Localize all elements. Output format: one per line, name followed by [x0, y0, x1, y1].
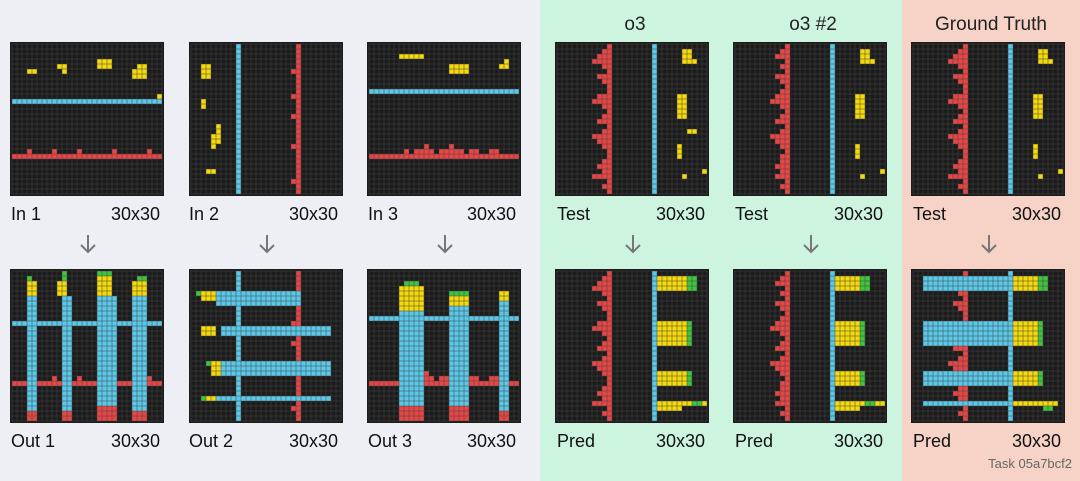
grid-pred-o3	[555, 269, 709, 423]
size-test-o3: 30x30	[656, 204, 706, 224]
arrow-down-icon	[437, 235, 453, 254]
size-out2: 30x30	[289, 431, 339, 451]
label-pred-gt: Pred	[913, 431, 952, 451]
label-in2: In 2	[189, 204, 220, 224]
grid-test-o3	[555, 42, 709, 196]
label-test-gt: Test	[913, 204, 947, 224]
grid-test-gt	[911, 42, 1065, 196]
size-out3: 30x30	[467, 431, 517, 451]
grid-pred-o3-2	[733, 269, 887, 423]
grid-test-o3-2	[733, 42, 887, 196]
arrow-down-icon	[981, 235, 997, 254]
grid-out1	[10, 269, 164, 423]
header-ground-truth: Ground Truth	[935, 14, 1047, 35]
size-in2: 30x30	[289, 204, 339, 224]
arrow-down-icon	[259, 235, 275, 254]
label-out2: Out 2	[189, 431, 234, 451]
header-o3: o3	[624, 14, 646, 35]
size-in1: 30x30	[111, 204, 161, 224]
label-test-o3-2: Test	[735, 204, 769, 224]
grid-pred-gt	[911, 269, 1065, 423]
label-out3: Out 3	[368, 431, 413, 451]
arrow-down-icon	[80, 235, 96, 254]
label-out1: Out 1	[11, 431, 56, 451]
grid-in2	[189, 42, 343, 196]
label-in1: In 1	[11, 204, 42, 224]
size-in3: 30x30	[467, 204, 517, 224]
label-pred-o3: Pred	[557, 431, 596, 451]
size-pred-o3-2: 30x30	[834, 431, 884, 451]
grid-in3	[367, 42, 521, 196]
grid-out2	[189, 269, 343, 423]
label-pred-o3-2: Pred	[735, 431, 774, 451]
arrow-down-icon	[803, 235, 819, 254]
task-id-label: Task 05a7bcf2	[988, 456, 1072, 471]
size-test-gt: 30x30	[1012, 204, 1062, 224]
arrow-down-icon	[625, 235, 641, 254]
size-pred-gt: 30x30	[1012, 431, 1062, 451]
size-pred-o3: 30x30	[656, 431, 706, 451]
size-test-o3-2: 30x30	[834, 204, 884, 224]
grid-out3	[367, 269, 521, 423]
grid-in1	[10, 42, 164, 196]
label-in3: In 3	[368, 204, 399, 224]
size-out1: 30x30	[111, 431, 161, 451]
header-o3-2: o3 #2	[789, 14, 837, 35]
label-test-o3: Test	[557, 204, 591, 224]
